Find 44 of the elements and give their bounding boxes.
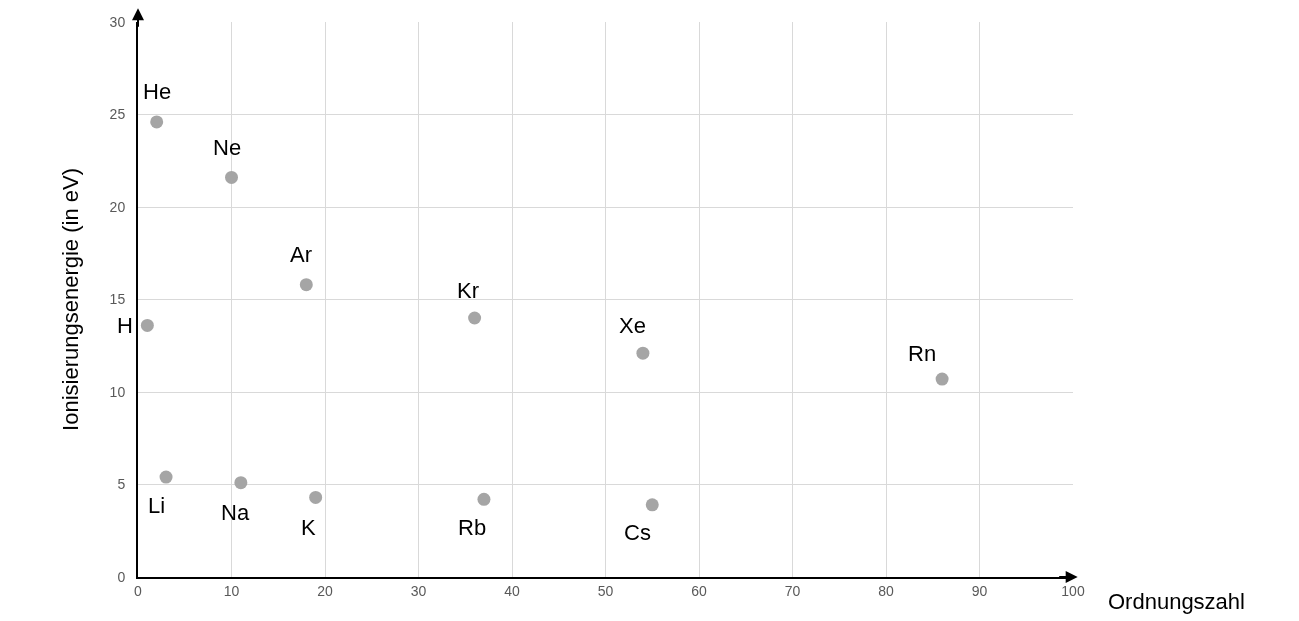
annotation: H — [117, 313, 133, 338]
annotation: Ne — [213, 135, 242, 160]
point — [636, 346, 650, 360]
point — [225, 170, 238, 184]
x-tick-label: 80 — [878, 582, 894, 599]
annotation: Li — [148, 493, 166, 518]
x-tick-label: 20 — [317, 582, 333, 599]
annotation: Xe — [619, 313, 646, 338]
y-tick-label: 5 — [117, 476, 126, 493]
point — [150, 115, 164, 129]
y-tick-label: 20 — [109, 198, 126, 215]
annotation: Ar — [290, 242, 312, 267]
annotation: Kr — [457, 278, 479, 303]
x-tick-label: 40 — [504, 582, 520, 599]
y-tick-label: 25 — [109, 106, 126, 123]
y-tick-label: 10 — [109, 383, 126, 400]
x-tick-label: 10 — [223, 582, 240, 599]
point — [645, 498, 659, 512]
x-tick-label: 100 — [1061, 582, 1085, 599]
point — [468, 311, 482, 325]
x-tick-label: 30 — [410, 582, 427, 599]
point — [140, 318, 154, 332]
annotation: K — [301, 515, 316, 540]
point — [309, 490, 323, 504]
x-axis-title: Ordnungszahl — [1108, 589, 1245, 614]
x-tick-label: 90 — [971, 582, 988, 599]
y-tick-label: 30 — [109, 13, 126, 30]
x-tick-label: 60 — [691, 582, 707, 599]
point — [159, 470, 173, 484]
y-tick-label: 15 — [109, 291, 126, 308]
x-tick-label: 70 — [784, 582, 801, 599]
annotation: Rb — [458, 515, 487, 540]
y-axis-title: Ionisierungsenergie (in eV) — [57, 168, 83, 431]
annotation: Cs — [624, 520, 651, 545]
annotation: He — [143, 79, 172, 104]
point — [299, 278, 313, 292]
annotation: Na — [221, 500, 250, 525]
point — [234, 476, 248, 490]
x-tick-label: 0 — [134, 582, 143, 599]
annotation: Rn — [908, 341, 937, 366]
point — [477, 492, 491, 506]
y-tick-label: 0 — [117, 568, 126, 585]
point — [935, 372, 949, 386]
x-tick-label: 50 — [597, 582, 614, 599]
